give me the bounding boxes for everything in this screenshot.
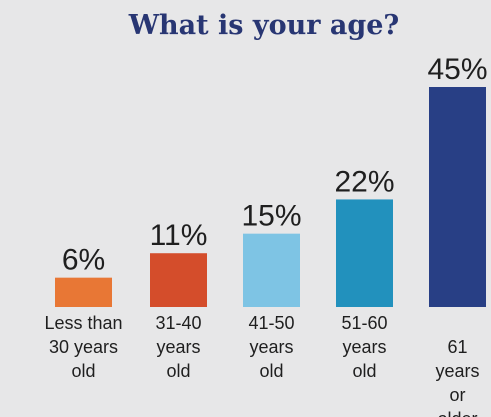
category-label-line: years (435, 361, 479, 381)
category-label-line: old (71, 361, 95, 381)
category-label-line: older (437, 409, 477, 417)
chart-title: What is your age? (128, 10, 400, 41)
category-label-5: 61 years or older (435, 337, 479, 417)
category-label-line: 51-60 (341, 313, 387, 333)
bar-5 (429, 87, 486, 307)
bar-1 (55, 277, 112, 307)
category-label-4: 51-60 years old (341, 313, 387, 381)
value-label-5: 45% (427, 53, 487, 86)
value-label-3: 15% (241, 200, 301, 233)
category-label-3: 41-50 years old (248, 313, 294, 381)
category-label-line: old (259, 361, 283, 381)
bar-4 (336, 199, 393, 307)
value-label-4: 22% (334, 165, 394, 198)
category-label-line: old (166, 361, 190, 381)
category-label-2: 31-40 years old (155, 313, 201, 381)
category-label-1: Less than 30 years old (44, 313, 122, 381)
value-label-2: 11% (150, 219, 208, 252)
value-label-1: 6% (62, 244, 105, 277)
category-label-line: 41-50 (248, 313, 294, 333)
bar-2 (150, 253, 207, 307)
category-labels-group: Less than 30 years old 31-40 years old 41-50 ye… (44, 313, 479, 417)
category-label-line: Less than (44, 313, 122, 333)
category-label-line: years (342, 337, 386, 357)
category-label-line: 61 (447, 337, 467, 357)
category-label-line: years (249, 337, 293, 357)
category-label-line: 30 years (49, 337, 118, 357)
category-label-line: 31-40 (155, 313, 201, 333)
value-labels-group: 6% 11% 15% 22% 45% (62, 53, 488, 277)
category-label-line: or (449, 385, 465, 405)
bars-group (55, 87, 486, 307)
category-label-line: years (156, 337, 200, 357)
category-label-line: old (352, 361, 376, 381)
bar-3 (243, 233, 300, 307)
